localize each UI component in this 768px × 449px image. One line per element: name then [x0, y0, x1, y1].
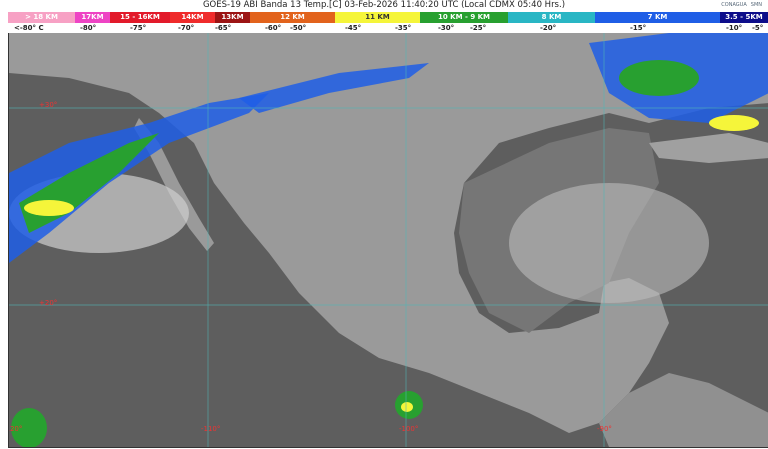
temperature-tick: -25°: [470, 24, 487, 32]
temperature-tick: <-80° C: [14, 24, 44, 32]
storm-core: [709, 115, 759, 131]
land-north-america: [9, 33, 768, 433]
legend-segment: 10 KM - 9 KM: [420, 12, 508, 23]
storm-core: [24, 200, 74, 216]
storm-core: [619, 60, 699, 96]
lat-label: +20°: [39, 299, 58, 307]
central-america: [599, 373, 768, 447]
legend-segment: 13KM: [215, 12, 250, 23]
temperature-tick: -60°: [265, 24, 282, 32]
lat-label: +30°: [39, 101, 58, 109]
legend-segment: 7 KM: [595, 12, 720, 23]
smn-logo: SMN: [750, 2, 762, 8]
color-legend: > 18 KM 17KM 15 - 16KM 14KM 13KM 12 KM 11 KM 10…: [8, 12, 768, 23]
legend-segment: 11 KM: [335, 12, 420, 23]
map-graphic: [9, 33, 768, 447]
legend-segment: 12 KM: [250, 12, 335, 23]
cuba: [649, 133, 768, 163]
cloud-band: [509, 183, 709, 303]
temperature-tick: -75°: [130, 24, 147, 32]
image-title: GOES-19 ABI Banda 13 Temp.[C] 03-Feb-202…: [202, 0, 566, 10]
temperature-tick: -80°: [80, 24, 97, 32]
storm-cell: [401, 402, 413, 412]
satellite-map[interactable]: +30° +20° -120° -110° -100° -90°: [8, 33, 768, 448]
temperature-tick: -15°: [630, 24, 647, 32]
temperature-scale: <-80° C -80° -75° -70° -65° -60° -50° -45° -35° -…: [0, 23, 768, 40]
legend-segment: 3.5 - 5KM: [720, 12, 768, 23]
legend-segment: 17KM: [75, 12, 110, 23]
temperature-tick: -50°: [290, 24, 307, 32]
storm-band-north: [239, 63, 429, 113]
lon-label: -120°: [9, 425, 23, 433]
temperature-tick: -30°: [438, 24, 455, 32]
temperature-tick: -70°: [178, 24, 195, 32]
temperature-tick: -10°: [726, 24, 743, 32]
conagua-logo: CONAGUA: [721, 2, 747, 8]
graticule: [9, 33, 768, 447]
legend-segment: > 18 KM: [8, 12, 75, 23]
temperature-tick: -45°: [345, 24, 362, 32]
logos: CONAGUA SMN: [721, 2, 762, 8]
legend-segment: 8 KM: [508, 12, 595, 23]
storm-cell: [11, 408, 47, 447]
legend-segment: 15 - 16KM: [110, 12, 170, 23]
lon-label: -90°: [597, 425, 612, 433]
temperature-tick: -35°: [395, 24, 412, 32]
temperature-tick: -65°: [215, 24, 232, 32]
temperature-tick: -20°: [540, 24, 557, 32]
lon-label: -110°: [201, 425, 221, 433]
legend-segment: 14KM: [170, 12, 215, 23]
lon-label: -100°: [399, 425, 419, 433]
